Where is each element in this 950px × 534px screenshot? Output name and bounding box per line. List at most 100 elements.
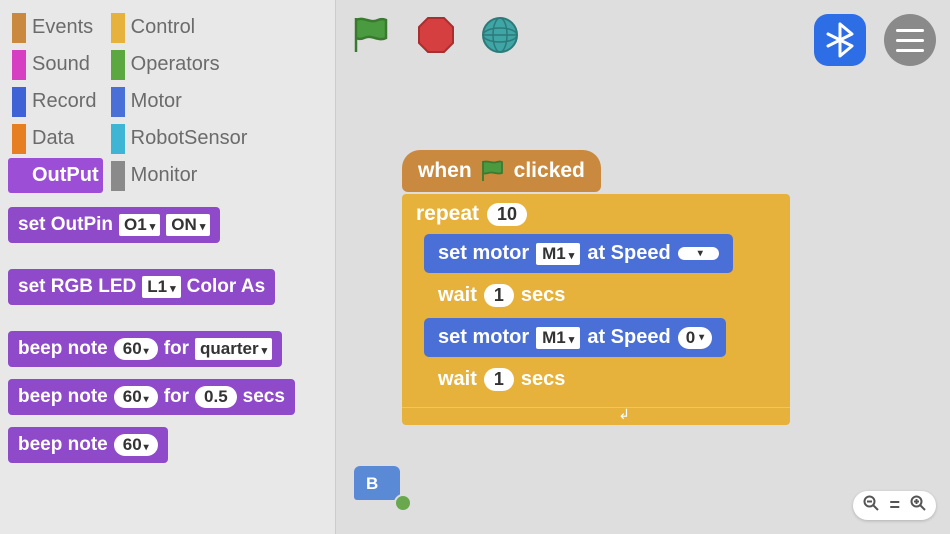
hat-text: when — [418, 159, 472, 183]
sprite-icon[interactable]: B — [354, 466, 406, 506]
globe-icon[interactable] — [480, 15, 520, 55]
cat-monitor[interactable]: Monitor — [107, 158, 252, 193]
set-motor-block[interactable]: set motor M1 at Speed — [424, 234, 733, 273]
wait-block[interactable]: wait 1 secs — [424, 360, 579, 399]
cat-data[interactable]: Data — [8, 121, 103, 156]
speed-input[interactable] — [678, 247, 719, 260]
block-beep-note-duration[interactable]: beep note 60 for quarter — [8, 331, 282, 367]
hat-text: clicked — [514, 159, 585, 183]
green-flag-icon[interactable] — [350, 14, 392, 56]
category-palette: Events Sound Record Data OutPut Control … — [8, 10, 327, 193]
block-text: set RGB LED — [18, 276, 136, 298]
stmt-text: wait — [438, 284, 477, 307]
zoom-in-icon[interactable] — [910, 495, 926, 516]
swatch — [111, 87, 125, 117]
category-col-left: Events Sound Record Data OutPut — [8, 10, 103, 193]
pill-note[interactable]: 60 — [114, 386, 158, 408]
wait-value[interactable]: 1 — [484, 284, 514, 307]
repeat-foot — [402, 407, 790, 425]
block-text: beep note — [18, 386, 108, 408]
cat-label: OutPut — [32, 164, 99, 187]
block-beep-note[interactable]: beep note 60 — [8, 427, 168, 463]
swatch — [111, 161, 125, 191]
dropdown-motor[interactable]: M1 — [536, 327, 580, 349]
sidebar: Events Sound Record Data OutPut Control … — [0, 0, 336, 534]
canvas-toolbar-right — [814, 14, 936, 66]
cat-label: Data — [32, 127, 74, 150]
cat-robotsensor[interactable]: RobotSensor — [107, 121, 252, 156]
stmt-text: at Speed — [587, 242, 670, 265]
repeat-body: set motor M1 at Speed wait 1 secs set mo… — [402, 234, 790, 407]
bluetooth-button[interactable] — [814, 14, 866, 66]
swatch — [12, 13, 26, 43]
swatch — [12, 87, 26, 117]
block-text: Color As — [187, 276, 265, 298]
repeat-label: repeat — [416, 202, 479, 226]
block-set-rgb-led[interactable]: set RGB LED L1 Color As — [8, 269, 275, 305]
pill-note[interactable]: 60 — [114, 434, 158, 456]
zoom-reset-button[interactable]: = — [889, 495, 900, 516]
cat-record[interactable]: Record — [8, 84, 103, 119]
app-root: Events Sound Record Data OutPut Control … — [0, 0, 950, 534]
wait-value[interactable]: 1 — [484, 368, 514, 391]
wait-block[interactable]: wait 1 secs — [424, 276, 579, 315]
block-set-outpin[interactable]: set OutPin O1 ON — [8, 207, 220, 243]
swatch — [12, 50, 26, 80]
cat-output[interactable]: OutPut — [8, 158, 103, 193]
dropdown-outpin[interactable]: O1 — [119, 214, 160, 236]
repeat-head: repeat 10 — [402, 194, 790, 234]
cat-sound[interactable]: Sound — [8, 47, 103, 82]
set-motor-block[interactable]: set motor M1 at Speed 0 — [424, 318, 726, 357]
sprite-label: B — [366, 474, 378, 494]
cat-motor[interactable]: Motor — [107, 84, 252, 119]
canvas-toolbar-left — [350, 14, 520, 56]
block-palette: set OutPin O1 ON set RGB LED L1 Color As… — [8, 207, 327, 463]
stmt-text: set motor — [438, 242, 529, 265]
dropdown-state[interactable]: ON — [166, 214, 210, 236]
cat-label: Motor — [131, 90, 182, 113]
block-text: set OutPin — [18, 214, 113, 236]
dropdown-beat[interactable]: quarter — [195, 338, 272, 360]
stmt-text: secs — [521, 368, 566, 391]
pill-secs[interactable]: 0.5 — [195, 386, 237, 408]
stmt-text: wait — [438, 368, 477, 391]
cat-label: Operators — [131, 53, 220, 76]
swatch — [12, 124, 26, 154]
repeat-count[interactable]: 10 — [487, 203, 527, 226]
cat-control[interactable]: Control — [107, 10, 252, 45]
dropdown-motor[interactable]: M1 — [536, 243, 580, 265]
block-text: secs — [243, 386, 285, 408]
swatch — [111, 124, 125, 154]
script-canvas[interactable]: when clicked repeat 10 set motor M1 at S… — [336, 0, 950, 534]
menu-button[interactable] — [884, 14, 936, 66]
zoom-controls: = — [853, 491, 936, 520]
hat-when-flag-clicked[interactable]: when clicked — [402, 150, 601, 192]
stmt-text: set motor — [438, 326, 529, 349]
block-text: for — [164, 386, 189, 408]
cat-label: RobotSensor — [131, 127, 248, 150]
swatch — [111, 13, 125, 43]
swatch — [12, 161, 26, 191]
block-text: beep note — [18, 338, 108, 360]
speed-input[interactable]: 0 — [678, 327, 713, 349]
pill-note[interactable]: 60 — [114, 338, 158, 360]
repeat-block[interactable]: repeat 10 set motor M1 at Speed wait 1 s… — [402, 194, 790, 425]
cat-operators[interactable]: Operators — [107, 47, 252, 82]
stop-icon[interactable] — [416, 15, 456, 55]
category-col-right: Control Operators Motor RobotSensor Moni… — [107, 10, 252, 193]
dropdown-led[interactable]: L1 — [142, 276, 180, 298]
stmt-text: secs — [521, 284, 566, 307]
zoom-out-icon[interactable] — [863, 495, 879, 516]
swatch — [111, 50, 125, 80]
block-text: beep note — [18, 434, 108, 456]
cat-label: Control — [131, 16, 195, 39]
cat-label: Record — [32, 90, 96, 113]
block-text: for — [164, 338, 189, 360]
script-stack[interactable]: when clicked repeat 10 set motor M1 at S… — [402, 150, 790, 425]
sprite-badge — [394, 494, 412, 512]
block-beep-note-secs[interactable]: beep note 60 for 0.5 secs — [8, 379, 295, 415]
green-flag-icon — [480, 159, 506, 183]
cat-events[interactable]: Events — [8, 10, 103, 45]
cat-label: Monitor — [131, 164, 198, 187]
stmt-text: at Speed — [587, 326, 670, 349]
